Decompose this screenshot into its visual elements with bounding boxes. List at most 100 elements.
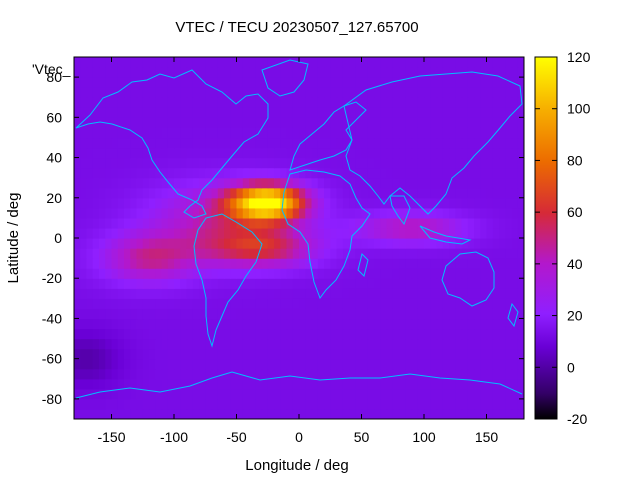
heatmap-cell — [311, 157, 319, 169]
heatmap-cell — [467, 358, 475, 370]
heatmap-cell — [161, 127, 169, 139]
asia-coastline — [343, 71, 523, 215]
heatmap-cell — [355, 238, 363, 249]
heatmap-cell — [367, 248, 375, 259]
heatmap-cell — [261, 157, 269, 169]
heatmap-cell — [455, 197, 463, 209]
heatmap-cell — [361, 97, 369, 108]
heatmap-cell — [449, 388, 456, 400]
heatmap-cell — [161, 227, 169, 239]
heatmap-cell — [236, 348, 244, 360]
heatmap-cell — [267, 398, 275, 410]
heatmap-cell — [117, 398, 125, 410]
heatmap-cell — [436, 398, 444, 410]
heatmap-cell — [230, 378, 238, 390]
heatmap-cell — [217, 187, 225, 199]
heatmap-cell — [117, 217, 125, 229]
heatmap-cell — [142, 398, 150, 410]
heatmap-cell — [286, 177, 294, 189]
heatmap-cell — [224, 338, 231, 350]
heatmap-cell — [330, 117, 338, 128]
heatmap-cell — [467, 318, 475, 330]
heatmap-cell — [511, 348, 519, 360]
heatmap-cell — [261, 97, 269, 108]
heatmap-cell — [417, 338, 425, 350]
heatmap-cell — [192, 217, 200, 229]
heatmap-cell — [330, 318, 338, 330]
heatmap-cell — [180, 388, 188, 400]
heatmap-cell — [405, 67, 413, 78]
heatmap-cell — [155, 348, 163, 360]
heatmap-cell — [349, 378, 356, 390]
heatmap-cell — [149, 308, 156, 320]
heatmap-cell — [430, 67, 438, 78]
heatmap-cell — [249, 248, 256, 259]
heatmap-cell — [280, 197, 288, 209]
heatmap-cell — [167, 388, 175, 400]
heatmap-cell — [405, 308, 413, 320]
heatmap-cell — [411, 348, 419, 360]
heatmap-cell — [349, 107, 356, 118]
heatmap-cell — [349, 217, 356, 229]
heatmap-cell — [311, 308, 319, 320]
heatmap-cell — [142, 258, 150, 269]
heatmap-cell — [292, 268, 300, 279]
heatmap-cell — [286, 137, 294, 149]
heatmap-cell — [411, 388, 419, 400]
heatmap-cell — [80, 77, 88, 88]
heatmap-cell — [467, 167, 475, 179]
heatmap-cell — [217, 278, 225, 289]
heatmap-cell — [180, 197, 188, 209]
heatmap-cell — [174, 328, 181, 340]
heatmap-cell — [74, 328, 81, 340]
heatmap-cell — [380, 227, 388, 239]
heatmap-cell — [324, 67, 331, 78]
x-tick-label: 50 — [354, 429, 370, 445]
heatmap-cell — [174, 177, 181, 189]
heatmap-cell — [449, 238, 456, 249]
heatmap-cell — [249, 137, 256, 149]
heatmap-cell — [111, 368, 119, 380]
heatmap-cell — [474, 408, 481, 419]
heatmap-cell — [292, 348, 300, 360]
heatmap-cell — [336, 77, 344, 88]
heatmap-cell — [161, 77, 169, 88]
heatmap-cell — [517, 127, 524, 139]
heatmap-cell — [349, 127, 356, 139]
heatmap-cell — [267, 147, 275, 159]
heatmap-cell — [355, 187, 363, 199]
heatmap-cell — [111, 197, 119, 209]
heatmap-cell — [442, 217, 450, 229]
heatmap-cell — [411, 248, 419, 259]
heatmap-cell — [192, 167, 200, 179]
heatmap-cell — [142, 127, 150, 139]
heatmap-cell — [480, 67, 488, 78]
heatmap-cell — [474, 157, 481, 169]
heatmap-cell — [274, 197, 281, 209]
heatmap-cell — [261, 278, 269, 289]
heatmap-cell — [255, 288, 263, 299]
heatmap-cell — [355, 87, 363, 98]
heatmap-cell — [299, 107, 306, 118]
heatmap-cell — [155, 318, 163, 330]
heatmap-cell — [505, 177, 513, 189]
heatmap-cell — [86, 97, 94, 108]
heatmap-cell — [361, 137, 369, 149]
heatmap-cell — [405, 328, 413, 340]
heatmap-cell — [236, 97, 244, 108]
heatmap-cell — [367, 358, 375, 370]
heatmap-cell — [417, 117, 425, 128]
heatmap-cell — [455, 227, 463, 239]
heatmap-cell — [155, 298, 163, 309]
heatmap-cell — [305, 278, 313, 289]
heatmap-cell — [267, 197, 275, 209]
heatmap-cell — [236, 278, 244, 289]
heatmap-cell — [261, 258, 269, 269]
heatmap-cell — [399, 388, 406, 400]
heatmap-cell — [386, 308, 394, 320]
heatmap-cell — [105, 248, 113, 259]
heatmap-cell — [136, 167, 144, 179]
heatmap-cell — [99, 318, 106, 330]
heatmap-cell — [105, 358, 113, 370]
heatmap-cell — [411, 398, 419, 410]
